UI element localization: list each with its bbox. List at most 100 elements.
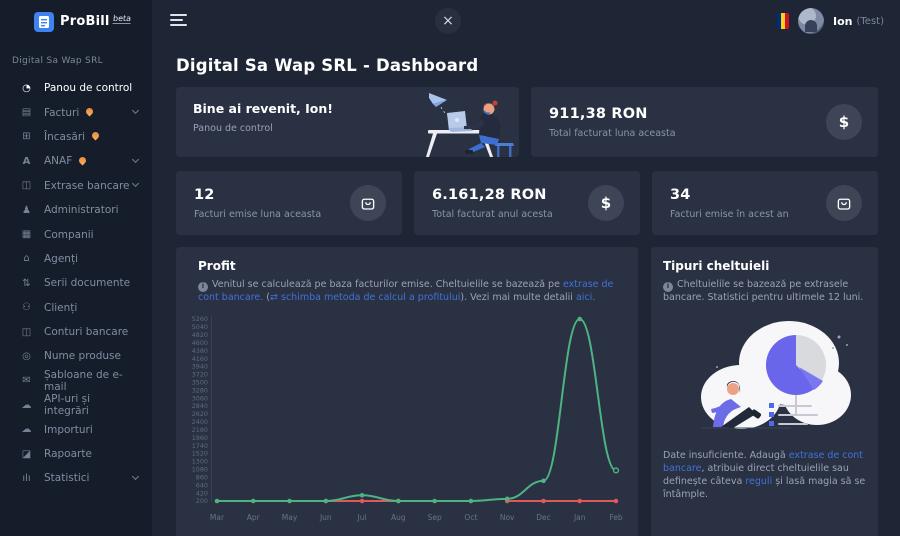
product-names-icon: ◎ — [22, 350, 31, 362]
welcome-card: Bine ai revenit, Ion! Panou de control — [176, 87, 519, 157]
bank-statements-link[interactable]: extrase de cont bancare — [663, 449, 864, 474]
menu-toggle-icon[interactable] — [170, 13, 187, 29]
sidebar-item-label: Companii — [44, 228, 94, 241]
reports-icon: ◪ — [21, 448, 32, 460]
svg-text:860: 860 — [196, 473, 208, 481]
sidebar-item-label: Panou de control — [44, 82, 133, 95]
svg-text:1520: 1520 — [192, 449, 208, 457]
dollar-icon: $ — [588, 185, 624, 221]
sidebar-item-clienti[interactable]: ⚇ Clienți — [0, 296, 152, 320]
svg-text:200: 200 — [196, 497, 208, 505]
svg-text:Feb: Feb — [609, 513, 623, 522]
sidebar-item-anaf[interactable]: A ANAF — [0, 149, 152, 173]
sidebar: ProBill beta Digital Sa Wap SRL ◔ Panou d… — [0, 0, 152, 536]
expense-types-description: i Cheltuielile se bazează pe extrasele ba… — [663, 278, 866, 305]
text-part: și lasă magia să se întâmple. — [663, 476, 866, 501]
calc-method-link[interactable]: schimba metoda de calcul a profitului — [281, 292, 461, 304]
sidebar-nav: ◔ Panou de control ▤ Facturi ⊞ Încasări A ANAF ◫… — [0, 76, 152, 491]
stat-label: Total facturat anul acesta — [432, 208, 553, 220]
logo[interactable]: ProBill beta — [0, 0, 152, 32]
svg-text:5040: 5040 — [192, 323, 208, 331]
svg-text:2180: 2180 — [192, 426, 208, 434]
sidebar-item-importuri[interactable]: ☁ Importuri — [0, 417, 152, 441]
svg-text:Sep: Sep — [428, 513, 442, 522]
sidebar-item-sabloane-email[interactable]: ✉ Șabloane de e-mail — [0, 369, 152, 393]
sidebar-item-incasari[interactable]: ⊞ Încasări — [0, 125, 152, 149]
sidebar-item-conturi-bancare[interactable]: ◫ Conturi bancare — [0, 320, 152, 344]
svg-text:5260: 5260 — [192, 315, 208, 323]
user-name: Ion — [833, 14, 853, 28]
fire-icon — [84, 106, 95, 117]
sidebar-item-label: Agenți — [44, 252, 78, 265]
bank-statements-link[interactable]: extrase de cont bancare. — [198, 279, 614, 304]
avatar[interactable] — [798, 8, 825, 34]
sidebar-item-label: Importuri — [44, 423, 93, 436]
swap-icon[interactable]: ⇄ — [270, 292, 281, 304]
api-integrations-icon: ☁ — [21, 399, 32, 411]
chevron-down-icon — [131, 107, 140, 115]
svg-text:420: 420 — [196, 489, 208, 497]
insufficient-data-text: Date insuficiente. Adaugă extrase de con… — [663, 449, 866, 502]
chevron-down-icon — [131, 155, 140, 163]
svg-text:Aug: Aug — [391, 513, 406, 522]
imports-icon: ☁ — [21, 424, 32, 436]
svg-text:Oct: Oct — [464, 513, 477, 522]
svg-text:4160: 4160 — [192, 354, 208, 362]
svg-text:3720: 3720 — [192, 370, 208, 378]
svg-text:4820: 4820 — [192, 331, 208, 339]
welcome-illustration — [426, 93, 514, 157]
statistics-icon: ılı — [22, 472, 31, 484]
svg-text:2840: 2840 — [192, 402, 208, 410]
sidebar-item-serii-documente[interactable]: ⇅ Serii documente — [0, 271, 152, 295]
stat-label: Facturi emise luna aceasta — [194, 208, 322, 220]
sidebar-item-api-integrari[interactable]: ☁ API-uri și integrări — [0, 393, 152, 417]
stat-label: Facturi emise în acest an — [670, 208, 789, 220]
expenses-illustration — [700, 320, 851, 429]
profit-description: i Venitul se calculează pe baza facturilo… — [198, 278, 616, 305]
main-content: Digital Sa Wap SRL - Dashboard Bine ai r… — [152, 56, 900, 536]
profit-title: Profit — [198, 259, 236, 273]
sidebar-item-panou-de-control[interactable]: ◔ Panou de control — [0, 76, 152, 100]
sidebar-item-statistici[interactable]: ılı Statistici — [0, 466, 152, 490]
app-name: ProBill — [60, 14, 110, 29]
svg-text:3280: 3280 — [192, 386, 208, 394]
rules-link[interactable]: reguli — [745, 476, 773, 488]
svg-text:1080: 1080 — [192, 465, 208, 473]
svg-text:1300: 1300 — [192, 457, 208, 465]
stat-value: 6.161,28 RON — [432, 186, 547, 203]
expense-types-title: Tipuri cheltuieli — [663, 259, 770, 273]
clients-icon: ⚇ — [22, 302, 31, 314]
svg-text:4380: 4380 — [192, 346, 208, 354]
top-header: × Ion (Test) — [152, 0, 900, 42]
sidebar-item-label: API-uri și integrări — [44, 393, 91, 418]
expense-types-desc-text: Cheltuielile se bazează pe extrasele ban… — [663, 279, 864, 304]
romania-flag-icon[interactable] — [777, 13, 790, 29]
sidebar-item-rapoarte[interactable]: ◪ Rapoarte — [0, 442, 152, 466]
svg-text:2400: 2400 — [192, 418, 208, 426]
sidebar-item-administratori[interactable]: ♟ Administratori — [0, 198, 152, 222]
info-icon: i — [198, 281, 208, 292]
text-part: Venitul se calculează pe baza facturilor… — [212, 279, 563, 290]
sidebar-item-facturi[interactable]: ▤ Facturi — [0, 100, 152, 124]
expense-types-card: Tipuri cheltuieli i Cheltuielile se bazea… — [651, 247, 878, 536]
sidebar-item-companii[interactable]: ▦ Companii — [0, 222, 152, 246]
svg-text:Jul: Jul — [357, 513, 367, 522]
document-series-icon: ⇅ — [22, 277, 31, 289]
stat-card-year-invoices: 34 Facturi emise în acest an — [652, 171, 878, 235]
sidebar-item-nume-produse[interactable]: ◎ Nume produse — [0, 344, 152, 368]
sidebar-item-label: Facturi — [44, 106, 80, 119]
bank-statements-icon: ◫ — [21, 180, 32, 192]
user-menu[interactable]: Ion (Test) — [833, 15, 884, 28]
stat-card-month-invoices: 12 Facturi emise luna aceasta — [176, 171, 402, 235]
svg-text:3500: 3500 — [192, 378, 208, 386]
stat-value: 911,38 RON — [549, 105, 648, 122]
stat-value: 12 — [194, 186, 215, 203]
close-icon[interactable]: × — [435, 8, 461, 34]
sidebar-item-extrase-bancare[interactable]: ◫ Extrase bancare — [0, 174, 152, 198]
stat-value: 34 — [670, 186, 691, 203]
bag-icon — [350, 185, 386, 221]
svg-text:2620: 2620 — [192, 410, 208, 418]
dollar-icon: $ — [826, 104, 862, 140]
details-link[interactable]: aici. — [575, 292, 596, 304]
sidebar-item-agenti[interactable]: ⌂ Agenți — [0, 247, 152, 271]
